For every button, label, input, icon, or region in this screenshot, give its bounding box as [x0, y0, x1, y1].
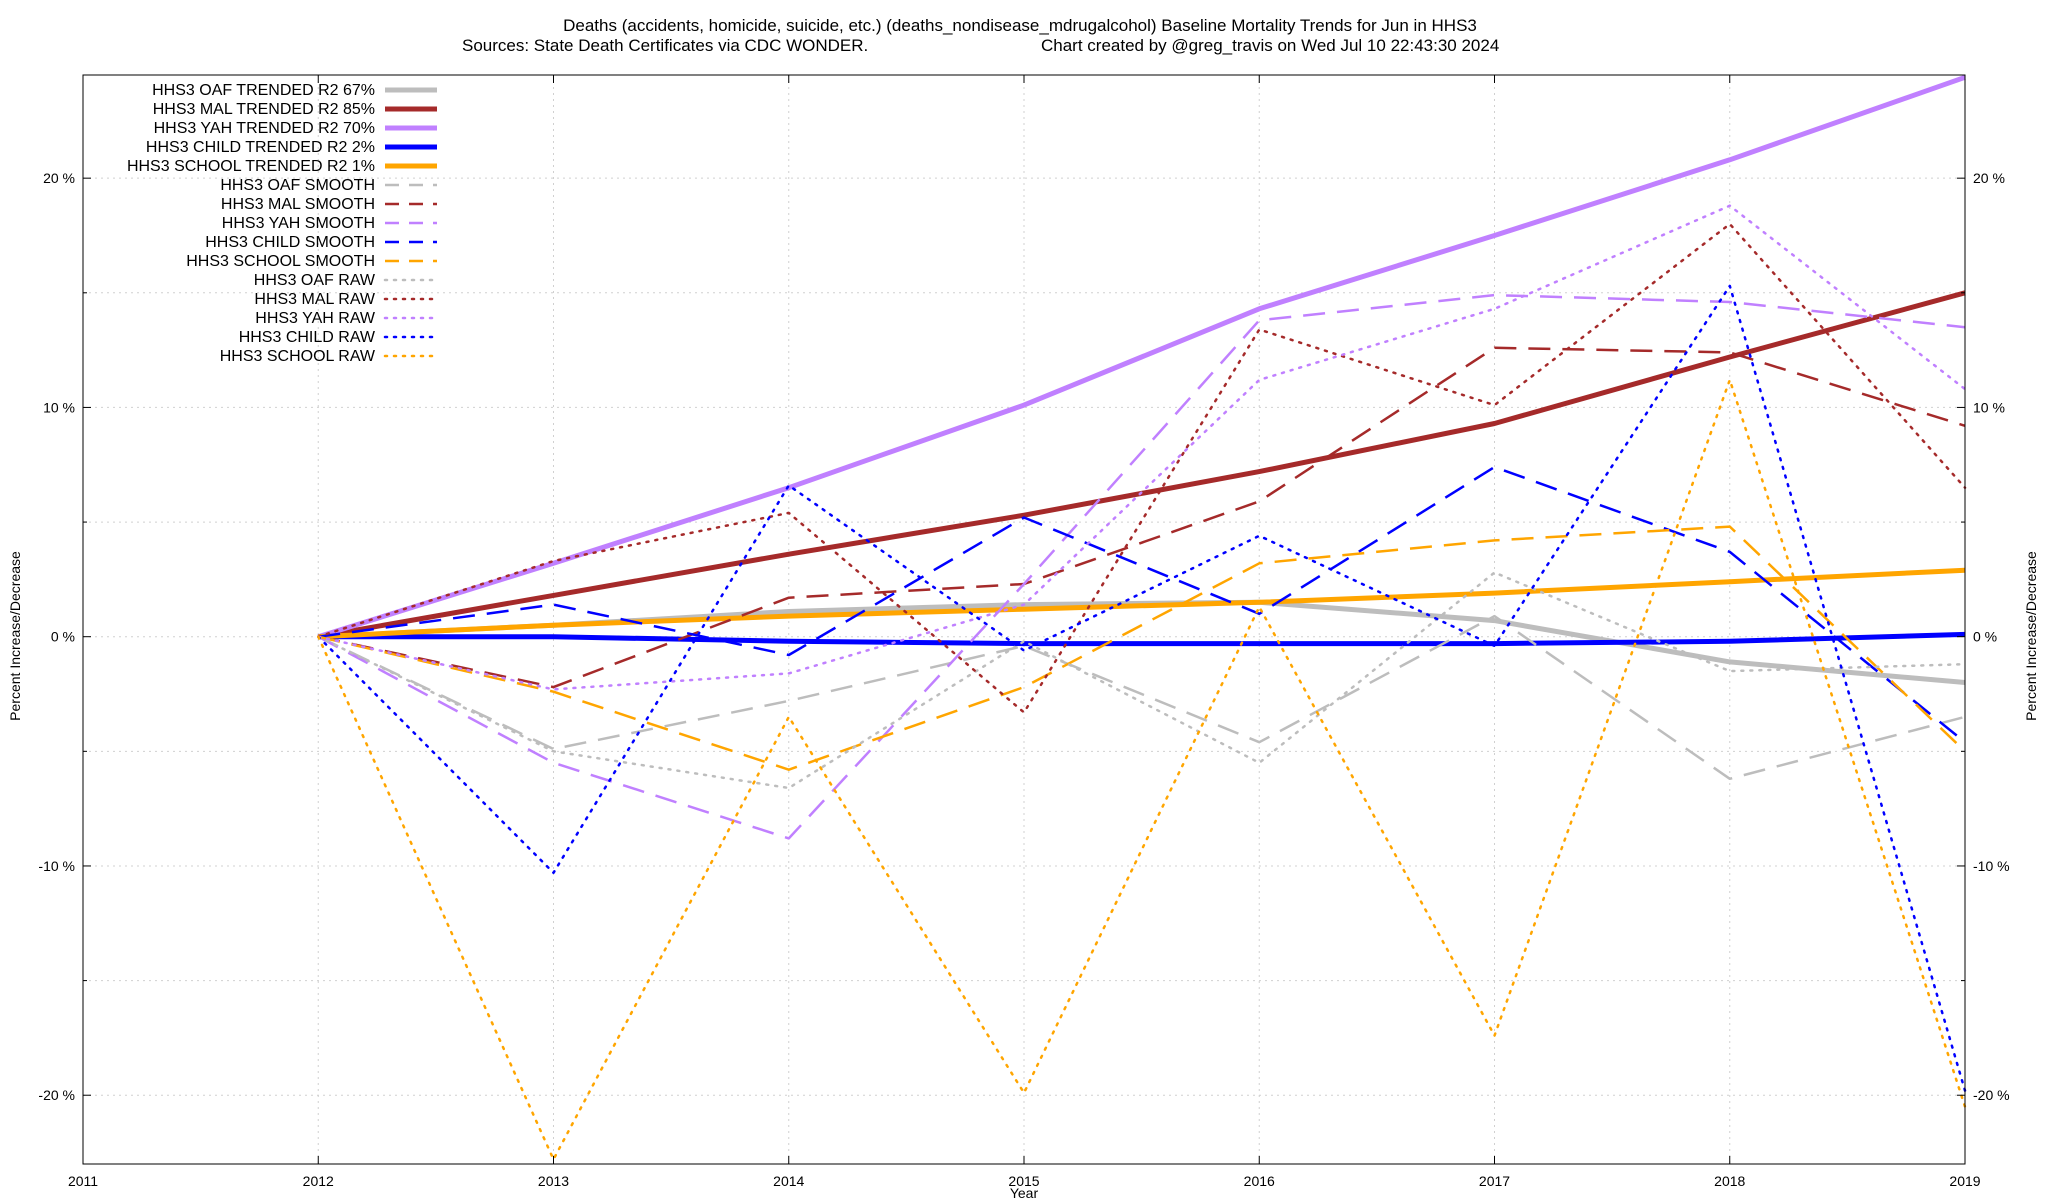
legend-label: HHS3 MAL RAW	[254, 291, 376, 308]
x-tick-label: 2015	[1008, 1173, 1039, 1189]
y-tick-label-left: 10 %	[43, 399, 75, 415]
x-tick-label: 2016	[1244, 1173, 1275, 1189]
y-tick-label-right: 10 %	[1973, 399, 2005, 415]
plot-series	[317, 74, 1967, 1161]
legend-label: HHS3 MAL TRENDED R2 85%	[153, 101, 375, 118]
y-tick-label-left: -10 %	[38, 858, 75, 874]
y-tick-label-right: 20 %	[1973, 170, 2005, 186]
chart-subtitle-credit: Chart created by @greg_travis on Wed Jul…	[1041, 36, 1499, 55]
x-tick-label: 2012	[303, 1173, 334, 1189]
legend-label: HHS3 OAF RAW	[254, 272, 376, 289]
legend-label: HHS3 YAH TRENDED R2 70%	[154, 120, 375, 137]
y-tick-label-left: 0 %	[51, 629, 75, 645]
y-axis-label-left: Percent Increase/Decrease	[7, 551, 23, 721]
series-line-7	[318, 346, 1966, 689]
series-line-13	[317, 204, 1967, 691]
series-line-14	[317, 284, 1967, 1092]
x-tick-label: 2018	[1714, 1173, 1745, 1189]
series-line-11	[317, 571, 1967, 790]
legend-label: HHS3 CHILD SMOOTH	[205, 234, 375, 251]
series-line-9	[318, 465, 1966, 744]
legend: HHS3 OAF TRENDED R2 67% HHS3 MAL TRENDED …	[127, 82, 439, 365]
series-line-3	[317, 74, 1966, 640]
y-axis-ticks: 20 % 20 % 10 % 10 % 0 % 0 % -10 % -10 % -20 % -20…	[38, 170, 2009, 1103]
x-axis-label: Year	[1010, 1185, 1039, 1200]
y-tick-label-left: 20 %	[43, 170, 75, 186]
legend-label: HHS3 OAF TRENDED R2 67%	[152, 82, 375, 99]
y-tick-label-right: -10 %	[1973, 858, 2010, 874]
legend-label: HHS3 SCHOOL SMOOTH	[186, 253, 375, 270]
legend-label: HHS3 YAH SMOOTH	[222, 215, 375, 232]
y-tick-label-left: -20 %	[38, 1087, 75, 1103]
x-tick-label: 2013	[538, 1173, 569, 1189]
series-line-8	[317, 293, 1966, 840]
series-line-4	[318, 631, 1966, 647]
legend-label: HHS3 YAH RAW	[255, 310, 376, 327]
series-line-15	[317, 378, 1967, 1161]
legend-label: HHS3 OAF SMOOTH	[220, 177, 375, 194]
legend-label: HHS3 MAL SMOOTH	[221, 196, 375, 213]
y-axis-label-right: Percent Increase/Decrease	[2023, 551, 2039, 721]
legend-label: HHS3 CHILD TRENDED R2 2%	[146, 139, 375, 156]
chart-title: Deaths (accidents, homicide, suicide, et…	[563, 16, 1477, 35]
x-tick-label: 2014	[773, 1173, 804, 1189]
y-tick-label-right: -20 %	[1973, 1087, 2010, 1103]
x-tick-label: 2017	[1479, 1173, 1510, 1189]
legend-label: HHS3 SCHOOL RAW	[220, 348, 376, 365]
x-tick-label: 2019	[1949, 1173, 1980, 1189]
y-tick-label-right: 0 %	[1973, 629, 1997, 645]
series-line-10	[318, 525, 1966, 771]
legend-label: HHS3 SCHOOL TRENDED R2 1%	[127, 158, 375, 175]
chart-subtitle-sources: Sources: State Death Certificates via CD…	[462, 36, 868, 55]
x-tick-label: 2011	[68, 1173, 98, 1189]
legend-label: HHS3 CHILD RAW	[239, 329, 376, 346]
series-line-5	[318, 567, 1966, 640]
series-line-6	[317, 614, 1966, 781]
x-axis-ticks: 2011 2012 2013 2014 2015 2016 2017 2018 2019	[68, 75, 1981, 1189]
series-line-12	[317, 222, 1967, 714]
